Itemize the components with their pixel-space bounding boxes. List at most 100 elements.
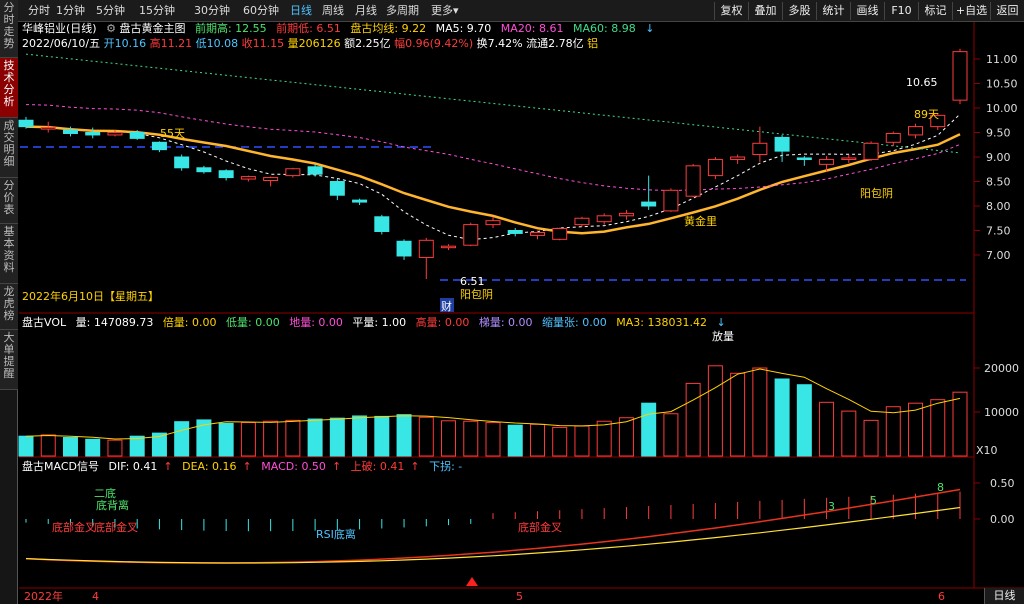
sidebar-tab-profile[interactable]: 基本资料 [0,224,18,284]
volume-bar [641,402,657,457]
candle-body [307,166,323,175]
left-sidebar: 分时走势 技术分析 成交明细 分价表 基本资料 龙虎榜 大单提醒 [0,0,18,604]
down-turn-value: 下拐: - [429,460,463,473]
sidebar-tab-detail[interactable]: 成交明细 [0,118,18,178]
moving-averages [25,53,961,241]
info-float: 流通2.78亿 [526,37,584,50]
cai-badge[interactable] [440,298,454,312]
sidebar-tab-price-table[interactable]: 分价表 [0,178,18,224]
volume-bar [908,402,924,457]
period-tab-multi[interactable]: 多周期 [386,4,419,17]
volume-bar [485,422,501,457]
period-tab-60min[interactable]: 60分钟 [243,4,279,17]
annotation-55: 55天 [160,127,185,140]
vol-value: 量: 147089.73 [75,316,154,329]
period-tab-30min[interactable]: 30分钟 [194,4,230,17]
bottom-period-tab[interactable]: 日线 [984,588,1024,604]
vol-indicator-name: 盘古VOL [22,316,67,329]
volume-bar [85,438,101,457]
candle-body [329,181,345,196]
candle-body [129,132,145,139]
arrow-down-icon: ↓ [645,22,655,35]
chevron-down-icon: ▾ [453,4,459,17]
volume-bar [107,439,123,457]
volume-bar [40,434,56,457]
volume-bar [796,384,812,457]
f10-button[interactable]: F10 [884,2,918,20]
volume-bar [18,435,34,457]
arrow-up-icon: ↑ [163,460,173,473]
candle-body [396,240,412,257]
vol-ma3-line [25,368,961,440]
arrow-up-icon: ↑ [331,460,342,473]
info-amount: 额2.25亿 [344,37,391,50]
candle-body [263,177,279,182]
add-watchlist-button[interactable]: +自选 [952,2,990,20]
draw-line-button[interactable]: 画线 [850,2,884,20]
vol-tick-label: 20000 [984,362,1019,375]
overlay-button[interactable]: 叠加 [748,2,782,20]
sidebar-tab-dragon-tiger[interactable]: 龙虎榜 [0,284,18,330]
candle-body [151,141,167,151]
fuquan-button[interactable]: 复权 [714,2,748,20]
dif-value: DIF: 0.41 [108,460,158,473]
candle-body [174,156,190,169]
period-tab-week[interactable]: 周线 [322,4,344,17]
volume-bar [885,406,901,457]
prev-low-value: 前期低: 6.51 [276,22,341,35]
info-open: 开10.16 [103,37,147,50]
bei-value: 倍量: 0.00 [162,316,217,329]
info-close: 收11.15 [241,37,285,50]
candle-body [285,168,301,177]
period-tab-5min[interactable]: 5分钟 [96,4,125,17]
price-tick-label: 9.00 [986,151,1011,164]
candle-body [685,165,701,197]
ma20-value: MA20: 8.61 [500,22,564,35]
volume-bar [574,425,590,457]
info-high: 高11.21 [149,37,193,50]
volume-bar [418,416,434,457]
sidebar-tab-technical[interactable]: 技术分析 [0,58,18,118]
macd-num-5: 5 [870,494,877,507]
period-tab-fenshi[interactable]: 分时 [28,4,50,17]
volume-bar [863,419,879,457]
period-tab-more[interactable]: 更多▾ [431,3,459,19]
volume-bar [174,421,190,457]
volume-bar [463,420,479,457]
candle-body [418,239,434,258]
sidebar-tab-big-order[interactable]: 大单提醒 [0,330,18,390]
mark-button[interactable]: 标记 [918,2,952,20]
candlesticks [18,48,968,280]
volume-bar [952,391,968,457]
sidebar-tab-fenshi[interactable]: 分时走势 [0,0,18,58]
settings-icon[interactable]: ⚙ [106,22,116,35]
period-tab-1min[interactable]: 1分钟 [56,4,85,17]
period-tab-month[interactable]: 月线 [355,4,377,17]
stats-button[interactable]: 统计 [816,2,850,20]
period-tab-day[interactable]: 日线 [290,4,312,17]
volume-bar [596,420,612,457]
volume-bar [685,382,701,457]
ann-erdi: 二底 [94,486,116,500]
volume-bar [930,399,946,457]
back-button[interactable]: 返回 [990,2,1024,20]
volume-bar [730,372,746,457]
candle-body [196,167,212,173]
candle-body [774,136,790,152]
candle-body [908,126,924,136]
price-tick-label: 11.00 [986,53,1018,66]
period-tab-15min[interactable]: 15分钟 [139,4,175,17]
macd-value: MACD: 0.50 [261,460,326,473]
volume-bar [307,418,323,457]
vol-legend: 盘古VOL 量: 147089.73 倍量: 0.00 低量: 0.00 地量:… [22,316,726,330]
volume-bar [329,417,345,457]
multi-stock-button[interactable]: 多股 [782,2,816,20]
top-toolbar: 分时 1分钟 5分钟 15分钟 30分钟 60分钟 日线 周线 月线 多周期 更… [0,0,1024,22]
ann-rsi: RSI底离 [316,527,356,541]
macd-num-8: 8 [937,481,944,494]
price-axis: 11.00 10.50 10.00 9.50 9.00 8.50 8.00 7.50 7.00 [974,53,1018,262]
vol-unit: X10 [976,444,998,457]
volume-bar [552,426,568,457]
candle-body [618,212,634,217]
volume-bar [663,413,679,457]
